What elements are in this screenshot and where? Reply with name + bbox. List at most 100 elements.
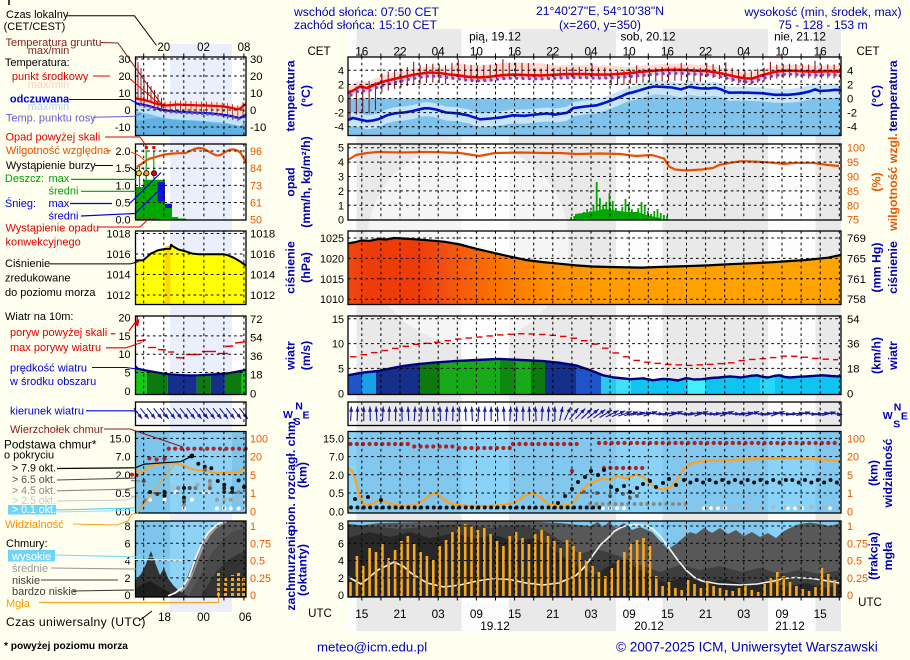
- svg-text:pion. rozciągł. chm.: pion. rozciągł. chm.: [284, 418, 298, 533]
- svg-text:761: 761: [847, 274, 866, 286]
- svg-text:1016: 1016: [106, 249, 130, 261]
- svg-text:0: 0: [338, 388, 344, 400]
- svg-text:Chmury:: Chmury:: [6, 538, 48, 550]
- svg-text:Temp. punktu rosy: Temp. punktu rosy: [6, 112, 96, 124]
- svg-text:0: 0: [847, 388, 853, 400]
- svg-text:3: 3: [338, 172, 344, 184]
- svg-text:0.5: 0.5: [250, 556, 265, 568]
- svg-text:10: 10: [623, 44, 637, 58]
- svg-text:2: 2: [847, 79, 853, 91]
- svg-text:Śnieg:: Śnieg:: [5, 197, 36, 210]
- svg-text:18: 18: [250, 370, 263, 382]
- svg-text:06: 06: [239, 612, 252, 624]
- svg-text:4: 4: [847, 65, 853, 77]
- svg-text:5: 5: [338, 363, 344, 375]
- svg-text:21°40'27"E, 54°10'38"N: 21°40'27"E, 54°10'38"N: [536, 4, 664, 18]
- svg-text:Temperatura gruntu: Temperatura gruntu: [6, 37, 102, 49]
- svg-text:09: 09: [623, 607, 636, 621]
- svg-text:54: 54: [847, 314, 860, 326]
- svg-text:CET: CET: [308, 46, 331, 58]
- svg-text:4: 4: [338, 556, 344, 568]
- svg-text:765: 765: [847, 253, 866, 265]
- svg-text:wschód słońca: 07:50 CET: wschód słońca: 07:50 CET: [293, 5, 440, 19]
- svg-text:1018: 1018: [250, 229, 275, 241]
- svg-text:04: 04: [432, 44, 446, 58]
- svg-text:100: 100: [250, 433, 268, 445]
- svg-text:0: 0: [338, 94, 344, 106]
- svg-text:21: 21: [699, 607, 712, 621]
- svg-text:1012: 1012: [250, 290, 275, 302]
- svg-text:W: W: [283, 409, 293, 421]
- svg-text:S: S: [893, 418, 900, 430]
- svg-text:odczuwana: odczuwana: [10, 94, 70, 106]
- svg-text:punkt środkowy: punkt środkowy: [12, 71, 89, 83]
- svg-text:-4: -4: [847, 122, 857, 134]
- svg-text:10: 10: [250, 88, 263, 100]
- svg-text:0: 0: [250, 388, 256, 400]
- svg-text:1: 1: [250, 521, 256, 533]
- svg-text:20: 20: [118, 313, 130, 325]
- svg-text:0: 0: [338, 590, 344, 602]
- svg-text:03: 03: [432, 607, 446, 621]
- svg-text:E: E: [302, 410, 309, 422]
- svg-text:w środku obszaru: w środku obszaru: [9, 376, 96, 388]
- svg-text:96: 96: [250, 146, 262, 158]
- svg-text:(oktanty): (oktanty): [296, 544, 310, 596]
- svg-text:nie, 21.12: nie, 21.12: [774, 30, 826, 44]
- svg-text:1015: 1015: [320, 274, 344, 286]
- svg-text:Ciśnienie: Ciśnienie: [5, 258, 50, 270]
- svg-text:5: 5: [250, 470, 256, 482]
- svg-text:18: 18: [158, 612, 171, 624]
- svg-text:zachmurzenie: zachmurzenie: [284, 529, 298, 610]
- svg-text:pią, 19.12: pią, 19.12: [469, 30, 521, 44]
- svg-text:1: 1: [847, 488, 853, 500]
- svg-text:zachód słońca: 15:10 CET: zachód słońca: 15:10 CET: [294, 18, 438, 32]
- svg-text:61: 61: [250, 198, 262, 210]
- svg-text:95: 95: [847, 157, 859, 169]
- svg-text:0.5: 0.5: [847, 556, 862, 568]
- svg-text:E: E: [901, 411, 908, 423]
- svg-text:zredukowane: zredukowane: [5, 273, 70, 285]
- svg-text:wilgotność wzgl.: wilgotność wzgl.: [886, 133, 900, 232]
- svg-text:15: 15: [118, 331, 130, 343]
- svg-text:2.0: 2.0: [115, 146, 130, 158]
- svg-text:(m/s): (m/s): [299, 341, 313, 370]
- svg-text:(°C): (°C): [870, 85, 884, 107]
- svg-text:0.0: 0.0: [329, 507, 344, 519]
- svg-text:(hPa): (hPa): [299, 252, 313, 283]
- svg-text:20: 20: [847, 452, 859, 464]
- svg-text:Wystąpienie burzy: Wystąpienie burzy: [6, 160, 96, 172]
- svg-text:0.5: 0.5: [115, 198, 130, 210]
- svg-text:poryw powyżej skali: poryw powyżej skali: [10, 327, 107, 339]
- svg-text:21.12: 21.12: [775, 619, 805, 633]
- svg-text:18: 18: [847, 363, 860, 375]
- svg-text:1010: 1010: [320, 294, 344, 306]
- svg-text:widzialność: widzialność: [881, 438, 895, 508]
- svg-text:S: S: [293, 416, 300, 428]
- svg-text:1020: 1020: [320, 253, 344, 265]
- svg-text:CET: CET: [857, 46, 880, 58]
- svg-text:04: 04: [737, 44, 751, 58]
- svg-text:Podstawa chmur*: Podstawa chmur*: [4, 438, 97, 452]
- svg-text:o pokryciu: o pokryciu: [4, 450, 54, 462]
- svg-text:-10: -10: [115, 122, 131, 134]
- svg-text:meteo@icm.edu.pl: meteo@icm.edu.pl: [317, 640, 427, 655]
- svg-text:wysokość (min, środek, max): wysokość (min, środek, max): [743, 5, 901, 19]
- svg-text:1014: 1014: [106, 270, 130, 282]
- svg-text:Wilgotność względna: Wilgotność względna: [6, 145, 110, 157]
- svg-text:(km): (km): [296, 462, 310, 488]
- svg-text:Czas uniwersalny (UTC): Czas uniwersalny (UTC): [6, 615, 146, 629]
- svg-text:temperatura: temperatura: [284, 60, 298, 131]
- svg-text:36: 36: [250, 351, 263, 363]
- svg-text:10: 10: [775, 44, 789, 58]
- svg-text:30: 30: [250, 54, 263, 66]
- svg-text:> 4.5 okt.: > 4.5 okt.: [12, 485, 56, 497]
- svg-text:21: 21: [393, 607, 406, 621]
- svg-text:20: 20: [157, 42, 170, 54]
- svg-text:0.75: 0.75: [847, 538, 868, 550]
- svg-text:769: 769: [847, 233, 866, 245]
- svg-text:UTC: UTC: [858, 597, 882, 609]
- svg-text:04: 04: [584, 44, 598, 58]
- svg-text:max/min: max/min: [28, 45, 70, 57]
- svg-text:09: 09: [775, 607, 788, 621]
